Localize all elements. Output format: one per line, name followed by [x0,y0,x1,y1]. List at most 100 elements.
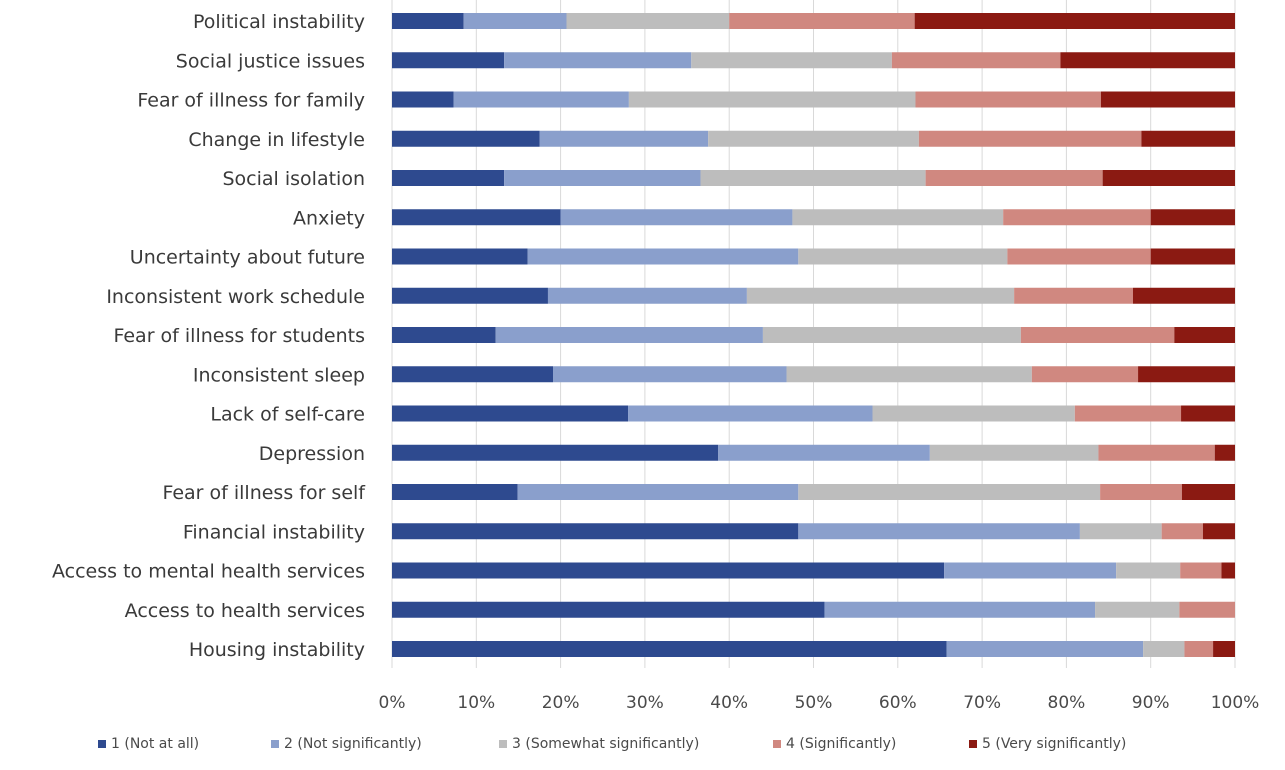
bar-segment [517,484,799,500]
bars [392,13,1235,657]
bar-segment [539,130,709,147]
x-tick-label: 0% [379,693,406,713]
bar-segment [392,209,561,226]
bar-segment [392,13,464,29]
bar-segment [547,287,747,304]
bar-segment [392,327,496,343]
bar-segment [1221,562,1235,579]
bar-segment [1060,52,1235,69]
legend-swatch [98,740,106,748]
bar-segment [918,130,1142,147]
x-tick-label: 20% [542,693,580,713]
bar-segment [798,248,1008,265]
bar-segment [628,91,916,108]
bar-segment [1003,209,1151,226]
bar-segment [1014,287,1133,304]
legend-label: 3 (Somewhat significantly) [512,736,699,752]
bar-segment [566,13,730,29]
legend-swatch [969,740,977,748]
bar-segment [527,248,799,265]
x-tick-label: 60% [879,693,917,713]
bar-segment [1213,641,1235,657]
bar-segment [944,562,1117,579]
category-label: Access to mental health services [52,561,365,583]
category-label: Anxiety [293,207,365,229]
bar-segment [504,52,692,69]
bar-segment [1007,248,1151,265]
bar-segment [1141,130,1235,147]
bar-segment [1174,327,1235,343]
bar-segment [553,366,787,383]
x-tick-label: 40% [710,693,748,713]
x-tick-label: 30% [626,693,664,713]
category-label: Inconsistent work schedule [106,286,365,308]
bar-segment [392,287,548,304]
category-label: Change in lifestyle [188,129,365,151]
bar-segment [824,601,1096,618]
bar-segment [718,444,930,461]
bar-segment [628,405,873,422]
x-axis-ticks: 0% 10% 20% 30% 40% 50% 60% 70% 80% 90% 100% [379,693,1260,713]
category-label: Fear of illness for self [162,482,366,504]
bar-segment [392,484,518,500]
bar-segment [1161,523,1203,540]
bar-segment [1031,366,1139,383]
bar-segment [1150,209,1235,226]
category-label: Social isolation [223,168,366,190]
category-label: Fear of illness for students [113,325,365,347]
x-tick-label: 90% [1132,693,1170,713]
bar-segment [453,91,629,108]
bar-segment [1179,601,1235,618]
bar-segment [798,484,1101,500]
category-label: Access to health services [125,600,365,622]
category-label: Social justice issues [176,50,365,72]
bar-segment [392,52,505,69]
bar-segment [946,641,1144,657]
legend-label: 4 (Significantly) [786,736,896,752]
bar-segment [1095,601,1180,618]
bar-segment [729,13,915,29]
bar-segment [1116,562,1181,579]
bar-segment [792,209,1004,226]
category-label: Financial instability [183,521,365,543]
bar-segment [798,523,1080,540]
bar-segment [1132,287,1235,304]
bar-segment [1138,366,1235,383]
category-label: Fear of illness for family [137,90,365,112]
bar-segment [1100,484,1182,500]
bar-segment [1098,444,1215,461]
bar-segment [925,170,1103,186]
bar-segment [1181,484,1235,500]
bar-segment [392,405,629,422]
legend-label: 2 (Not significantly) [284,736,422,752]
legend-swatch [271,740,279,748]
bar-segment [392,366,554,383]
category-label: Uncertainty about future [130,247,365,269]
legend: 1 (Not at all) 2 (Not significantly) 3 (So… [98,736,1126,752]
category-labels: Political instability Social justice issu… [52,11,366,661]
bar-segment [1184,641,1214,657]
legend-label: 5 (Very significantly) [982,736,1126,752]
bar-segment [392,444,719,461]
legend-label: 1 (Not at all) [111,736,199,752]
bar-segment [392,248,528,265]
category-label: Political instability [193,11,365,33]
bar-segment [1020,327,1175,343]
bar-segment [1079,523,1162,540]
bar-segment [1180,562,1222,579]
bar-segment [392,523,799,540]
bar-segment [392,641,947,657]
bar-segment [495,327,763,343]
bar-segment [392,170,505,186]
legend-swatch [773,740,781,748]
category-label: Depression [259,443,365,465]
bar-segment [1150,248,1235,265]
bar-segment [392,601,825,618]
category-label: Housing instability [189,639,365,661]
bar-segment [392,562,945,579]
bar-segment [1214,444,1235,461]
bar-segment [891,52,1061,69]
bar-segment [392,130,540,147]
